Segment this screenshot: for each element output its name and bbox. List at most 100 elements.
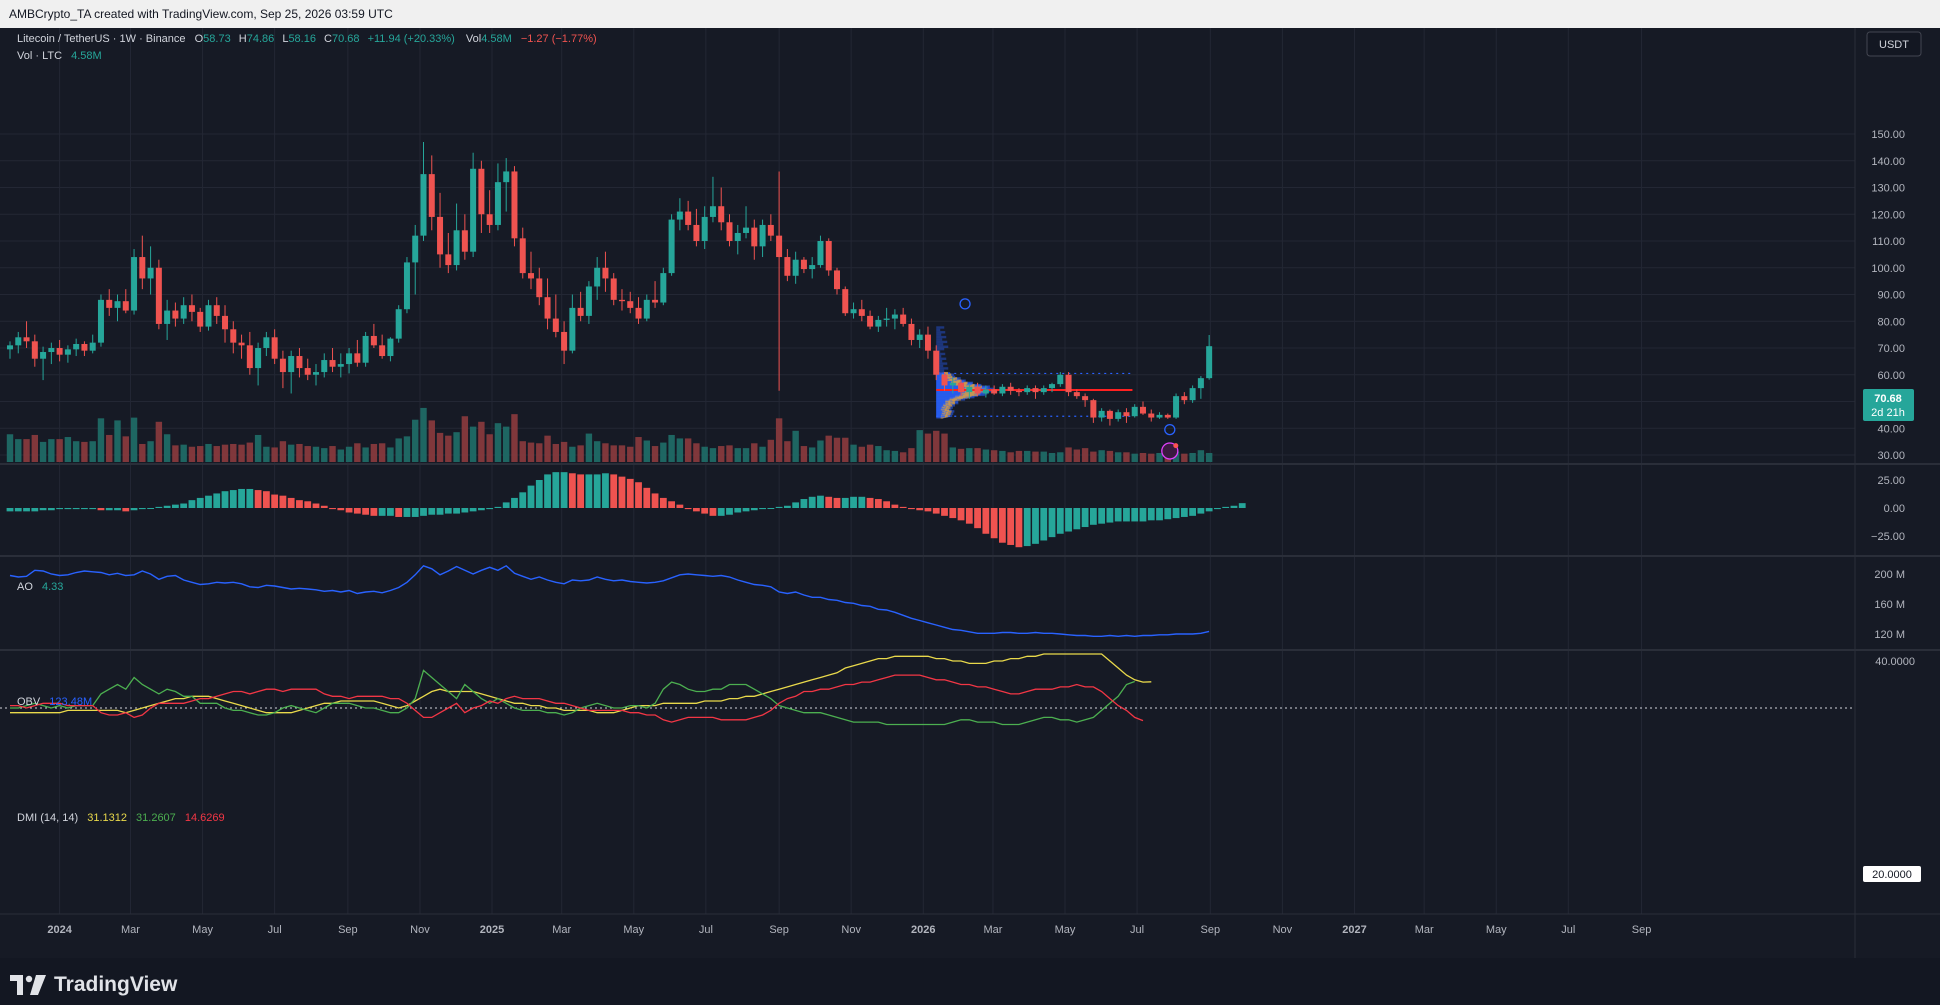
ao-bar [188,500,196,508]
candle-body [916,334,923,340]
legend-o-label: O [195,33,204,45]
ao-bar [221,491,229,508]
volume-bar [287,444,295,462]
time-tick-label: Nov [1273,924,1293,936]
volume-profile-row [936,362,948,365]
chart-background [0,28,1940,958]
ao-bar [1098,508,1106,524]
ao-bar [783,505,791,508]
volume-bar [1131,453,1138,462]
time-tick-label: Sep [769,924,789,936]
ao-bar [155,506,163,508]
ao-bar [866,497,874,508]
candle-body [1015,390,1022,393]
ao-bar [544,474,551,508]
legend-o-value: 58.73 [203,33,231,45]
volume-bar [1181,453,1188,462]
candle-body [197,311,204,327]
caption-text: AMBCrypto_TA created with TradingView.co… [9,7,393,21]
volume-bar [751,443,758,462]
candle-body [172,310,179,319]
ao-bar [1032,508,1039,544]
candle-body [395,309,402,339]
volume-bar [213,446,220,462]
volume-bar [304,446,311,462]
volume-bar [676,438,684,462]
obv-legend: OBV 123.48M [17,696,92,708]
ao-bar [932,508,940,514]
ao-bar [668,501,675,508]
candle-body [114,301,121,308]
ao-bar [477,508,485,511]
ao-bar [296,500,303,508]
price-tick-label: 100.00 [1871,263,1905,275]
candle-body [958,382,965,393]
tradingview-logo[interactable]: TradingView [10,973,177,997]
legend-h-value: 74.86 [247,33,275,45]
volume-bar [279,441,287,462]
candle-body [718,206,725,223]
ao-bar [502,502,510,508]
candle-body [1049,384,1056,389]
candle-body [850,309,857,314]
volume-profile-row [936,333,942,336]
volume-bar [560,441,568,462]
ao-bar [287,497,295,508]
volume-bar [767,439,775,462]
ao-bar [833,497,841,508]
candle-body [486,214,493,225]
volume-bar [387,447,394,462]
candle-body [701,216,708,241]
ao-tick-label: 0.00 [1884,503,1905,515]
ao-bar [908,508,915,510]
ao-bar [635,482,642,508]
candle-body [354,353,361,363]
volume-bar [337,449,344,462]
volume-bar [726,445,733,462]
volume-bar [97,418,105,462]
volume-bar [246,442,254,462]
ao-bar [1197,508,1205,514]
candle-body [445,254,452,266]
ao-bar [602,473,609,508]
ao-bar [626,478,634,508]
volume-bar [321,448,328,462]
volume-bar [585,433,593,462]
volume-bar [155,421,163,462]
legend-vol-label: Vol [466,33,481,45]
volume-bar [511,414,518,462]
dmi-legend-label: DMI (14, 14) [17,812,78,824]
chart-area[interactable]: 150.00 140.00 130.00 120.00 110.00 100.00 90.0… [0,28,1940,958]
ao-bar [72,508,80,510]
candle-body [420,174,427,236]
candle-body [73,343,80,350]
obv-axis[interactable]: 200 M 160 M 120 M [1874,569,1905,641]
candle-body [1007,386,1014,391]
ao-bar [337,508,345,511]
ao-bar [585,474,593,508]
volume-bar [469,426,477,462]
volume-bar [775,418,783,462]
candle-body [1032,388,1039,393]
candle-body [834,270,840,290]
candle-body [188,305,195,312]
ao-bar [891,504,899,508]
candle-body [552,318,559,332]
ao-bar [800,499,808,508]
ao-bar [428,508,436,515]
volume-profile-row [936,345,949,348]
chart-svg[interactable]: 150.00 140.00 130.00 120.00 110.00 100.00 90.0… [0,28,1940,958]
volume-bar [1189,452,1196,462]
ao-legend-value: 4.33 [42,581,63,593]
volume-bar [106,434,113,462]
dmi-series-plusdi [10,669,1135,726]
volume-bar [1032,451,1039,462]
dmi-axis[interactable]: 40.0000 [1875,656,1915,668]
volume-bar [1098,450,1105,462]
candle-body [949,382,956,386]
price-tick-label: 30.00 [1877,450,1905,462]
time-axis[interactable]: 2024 Mar May Jul Sep Nov 2025 Mar May Jul Sep Nov 20… [47,924,1651,936]
currency-button[interactable]: USDT [1866,31,1922,57]
ao-axis[interactable]: 25.00 0.00 −25.00 [1871,475,1905,543]
ao-bar [1230,505,1238,508]
